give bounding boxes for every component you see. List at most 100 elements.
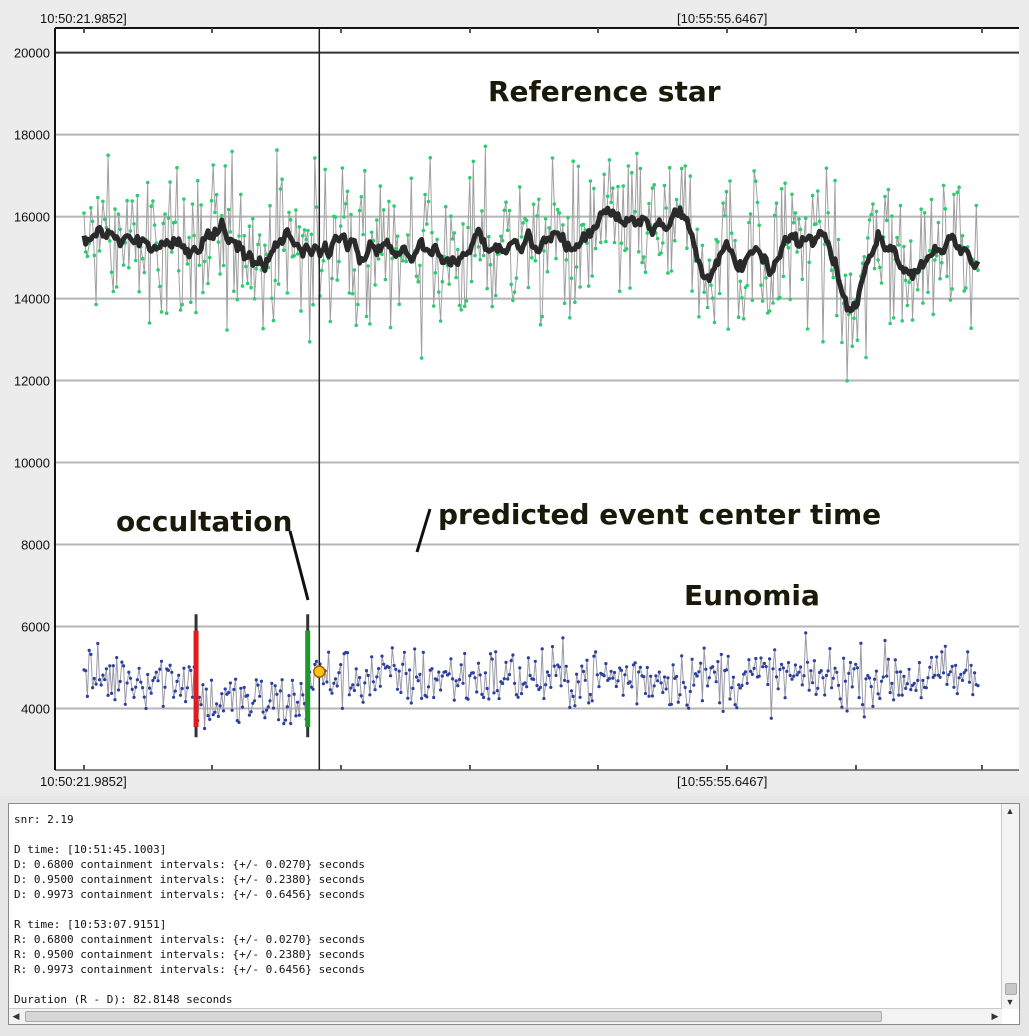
reference-point [724, 189, 729, 194]
scroll-left-icon[interactable]: ◀ [12, 1011, 20, 1021]
eunomia-point [773, 648, 777, 652]
eunomia-point [413, 647, 417, 651]
eunomia-point [575, 672, 579, 676]
reference-point [531, 202, 536, 206]
eunomia-point [549, 685, 553, 690]
eunomia-point [533, 659, 537, 663]
results-text-panel[interactable]: snr: 2.19 D time: [10:51:45.1003] D: 0.68… [8, 803, 1020, 1025]
reference-point [132, 222, 136, 226]
reference-point [902, 244, 906, 249]
reference-point [884, 218, 889, 223]
reference-point [521, 221, 525, 225]
reference-point [314, 205, 319, 209]
reference-point [831, 275, 836, 280]
reference-point [621, 184, 625, 188]
vertical-scroll-thumb[interactable] [1005, 983, 1017, 995]
reference-point [376, 257, 381, 261]
reference-point [509, 282, 513, 287]
eunomia-point [754, 656, 758, 661]
reference-point [771, 301, 775, 305]
reference-point [723, 214, 727, 218]
reference-point [452, 231, 457, 235]
reference-point [767, 309, 772, 313]
eunomia-point [657, 670, 661, 674]
eunomia-point [678, 693, 682, 697]
plot-canvas[interactable]: 4000 6000 8000 10000 12000 14000 16000 18000 200… [0, 0, 1029, 796]
eunomia-point [516, 695, 520, 699]
reference-point [964, 286, 968, 290]
reference-point [313, 156, 317, 160]
reference-point [679, 166, 684, 171]
eunomia-point [924, 686, 928, 690]
reference-point [113, 207, 117, 211]
reference-point [952, 192, 956, 197]
eunomia-point [239, 686, 243, 690]
eunomia-point [134, 685, 138, 689]
reference-point [373, 283, 377, 287]
reference-point [866, 236, 870, 240]
eunomia-point [652, 684, 656, 688]
reference-point [524, 218, 529, 223]
reference-point [864, 355, 868, 360]
eunomia-point [804, 631, 808, 635]
scroll-up-icon[interactable]: ▲ [1005, 806, 1015, 816]
reference-point [662, 183, 667, 188]
reference-point [449, 214, 453, 218]
eunomia-point [573, 704, 577, 708]
reference-point [189, 300, 193, 305]
eunomia-point [523, 681, 527, 685]
eunomia-point [483, 671, 487, 675]
reference-point [772, 213, 777, 218]
eunomia-point [743, 670, 748, 674]
eunomia-point [842, 656, 846, 660]
results-text: snr: 2.19 D time: [10:51:45.1003] D: 0.68… [14, 812, 999, 1008]
scroll-down-icon[interactable]: ▼ [1005, 997, 1015, 1007]
eunomia-point [819, 669, 823, 673]
reference-point [197, 263, 202, 268]
reference-point [471, 159, 476, 164]
eunomia-point [538, 685, 543, 690]
eunomia-point [781, 666, 786, 670]
reference-point [685, 246, 689, 250]
vertical-scrollbar[interactable]: ▲ ▼ [1001, 804, 1019, 1009]
eunomia-point [893, 658, 897, 662]
eunomia-point [137, 666, 141, 670]
results-line [14, 827, 999, 842]
reference-point [774, 201, 779, 205]
y-tick-label: 8000 [21, 538, 50, 553]
reference-point [239, 192, 243, 197]
reference-point [876, 258, 880, 262]
horizontal-scroll-thumb[interactable] [25, 1011, 882, 1022]
eunomia-point [163, 685, 167, 689]
reference-point [423, 192, 427, 197]
light-curve-plot[interactable]: 4000 6000 8000 10000 12000 14000 16000 18000 200… [0, 0, 1029, 796]
reference-point [915, 288, 920, 292]
eunomia-point [733, 703, 737, 707]
reference-point [397, 302, 402, 307]
eunomia-point [473, 676, 477, 680]
reference-point [230, 149, 234, 154]
reference-point [133, 258, 138, 263]
eunomia-point [451, 677, 455, 681]
reference-point [695, 227, 699, 232]
eunomia-point [364, 669, 369, 673]
horizontal-scrollbar[interactable]: ◀ ▶ [9, 1008, 1002, 1024]
reference-point [741, 317, 746, 321]
eunomia-point [125, 681, 129, 685]
eunomia-point [950, 664, 954, 669]
eunomia-point [389, 674, 393, 678]
eunomia-point [735, 706, 739, 710]
reference-point [817, 219, 822, 224]
eunomia-point [823, 693, 827, 697]
eunomia-point [807, 688, 811, 692]
eunomia-point [542, 696, 546, 701]
reference-point [481, 253, 486, 258]
eunomia-point [645, 665, 649, 670]
eunomia-point [780, 662, 784, 667]
eunomia-point [699, 661, 703, 665]
reference-point [82, 211, 86, 215]
eunomia-point [643, 691, 648, 696]
eunomia-point [783, 696, 787, 700]
reference-point [450, 237, 455, 241]
scroll-right-icon[interactable]: ▶ [991, 1011, 999, 1021]
